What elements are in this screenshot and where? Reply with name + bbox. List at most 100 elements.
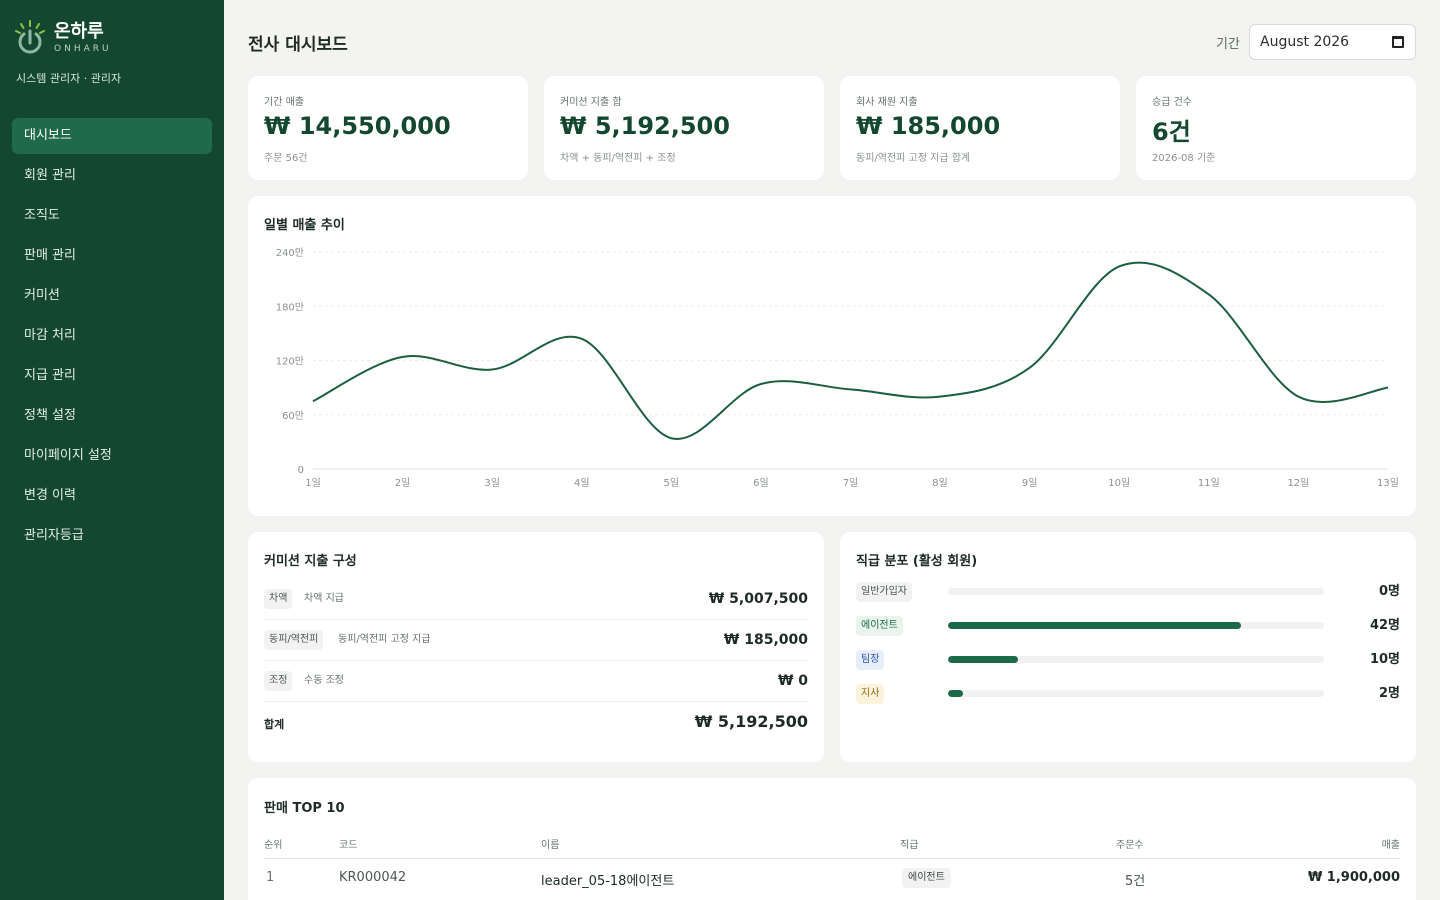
daily-sales-card: 일별 매출 추이 0 60만 120만 180만 240만 1일 2일 3일 4일 5일 6일 7일 8… (248, 196, 1416, 516)
x-tick-label: 5일 (664, 477, 680, 489)
cell-name: leader_05-18에이전트 (541, 874, 675, 889)
data-point[interactable] (310, 398, 316, 404)
kpi-label: 기간 매출 (264, 97, 304, 108)
rank-row: 일반가입자 0명 (856, 580, 1400, 604)
table-divider (264, 858, 1400, 859)
kpi-value: ₩ 14,550,000 (264, 112, 451, 140)
sidebar-item-closing[interactable]: 마감 처리 (24, 328, 76, 343)
y-tick-label: 120만 (276, 356, 304, 368)
col-header-orders[interactable]: 주문수 (1116, 840, 1144, 851)
commission-title: 커미션 지출 구성 (264, 554, 357, 569)
sidebar-item-org-chart[interactable]: 조직도 (24, 208, 60, 223)
data-point[interactable] (668, 435, 674, 441)
sidebar-item-admin-grades[interactable]: 관리자등급 (24, 528, 84, 543)
data-point[interactable] (758, 381, 764, 387)
x-tick-label: 11일 (1198, 477, 1220, 489)
commission-desc: 차액 지급 (304, 593, 344, 604)
kpi-subtext: 동피/역전피 고정 지급 합계 (856, 153, 971, 164)
rank-count: 42명 (1369, 618, 1400, 633)
rank-distribution-card: 직급 분포 (활성 회원) 일반가입자 0명 에이전트 42명 팀장 10명 지사 2명 (840, 532, 1416, 762)
col-header-sales[interactable]: 매출 (1381, 840, 1400, 851)
commission-tag: 차액 (264, 589, 293, 609)
col-header-grade[interactable]: 직급 (900, 840, 919, 851)
col-header-name[interactable]: 이름 (541, 840, 560, 851)
x-tick-label: 3일 (484, 477, 500, 489)
kpi-value: 6건 (1152, 118, 1191, 146)
commission-total-label: 합계 (264, 718, 285, 731)
kpi-label: 회사 재원 지출 (856, 97, 918, 108)
brand-name: 온하루 (54, 20, 104, 42)
x-tick-label: 6일 (753, 477, 769, 489)
col-header-rank[interactable]: 순위 (264, 840, 283, 851)
sidebar-item-dashboard[interactable]: 대시보드 (12, 118, 212, 154)
commission-desc: 동피/역전피 고정 지급 (338, 634, 431, 645)
rank-bar-track (948, 622, 1324, 629)
daily-sales-chart: 0 60만 120만 180만 240만 1일 2일 3일 4일 5일 6일 7일 8일 9일 10일 11일… (276, 247, 1399, 489)
chart-title: 일별 매출 추이 (264, 218, 345, 233)
kpi-card-commission: 커미션 지출 합 ₩ 5,192,500 차액 + 동피/역전피 + 조정 (544, 76, 824, 180)
rank-badge: 일반가입자 (856, 582, 912, 602)
y-tick-label: 60만 (282, 410, 304, 422)
rank-bar-fill (948, 656, 1018, 663)
x-tick-label: 10일 (1108, 477, 1130, 489)
data-point[interactable] (579, 336, 585, 342)
commission-tag: 조정 (264, 671, 293, 691)
brand-subtitle: ONHARU (54, 43, 112, 54)
period-month-input[interactable]: August 2026 (1249, 24, 1416, 60)
calendar-icon[interactable] (1392, 36, 1404, 48)
rank-distribution-title: 직급 분포 (활성 회원) (856, 554, 978, 569)
data-point[interactable] (1027, 365, 1033, 371)
cell-code: KR000042 (339, 870, 407, 885)
rank-row: 에이전트 42명 (856, 614, 1400, 638)
rank-count: 0명 (1378, 584, 1400, 599)
kpi-subtext: 주문 56건 (264, 153, 308, 164)
page-title: 전사 대시보드 (248, 35, 348, 55)
sidebar-item-policy[interactable]: 정책 설정 (24, 408, 76, 423)
rank-row: 팀장 10명 (856, 648, 1400, 672)
col-header-code[interactable]: 코드 (339, 840, 358, 851)
kpi-card-promotions: 승급 건수 6건 2026-08 기준 (1136, 76, 1416, 180)
kpi-label: 커미션 지출 합 (560, 97, 622, 108)
commission-amount: ₩ 5,007,500 (708, 591, 808, 607)
data-point[interactable] (1206, 291, 1212, 297)
x-tick-label: 7일 (843, 477, 859, 489)
kpi-subtext: 2026-08 기준 (1152, 153, 1216, 164)
top10-title: 판매 TOP 10 (264, 801, 345, 816)
x-tick-label: 4일 (574, 477, 590, 489)
rank-count: 10명 (1369, 652, 1400, 667)
rank-bar-track (948, 588, 1324, 595)
data-point[interactable] (1295, 394, 1301, 400)
period-label: 기간 (1216, 37, 1240, 52)
rank-bar-track (948, 690, 1324, 697)
commission-amount: ₩ 185,000 (723, 632, 808, 648)
kpi-value: ₩ 5,192,500 (560, 112, 730, 140)
cell-orders: 5건 (1125, 874, 1146, 889)
x-tick-label: 1일 (305, 477, 321, 489)
data-point[interactable] (400, 354, 406, 360)
power-icon (14, 18, 46, 56)
commission-tag: 동피/역전피 (264, 630, 324, 650)
cell-grade-badge: 에이전트 (902, 868, 951, 888)
data-point[interactable] (848, 386, 854, 392)
data-point[interactable] (937, 394, 943, 400)
sidebar-item-change-history[interactable]: 변경 이력 (24, 488, 76, 503)
sidebar-item-payouts[interactable]: 지급 관리 (24, 368, 76, 383)
cell-rank: 1 (266, 870, 275, 885)
sidebar-item-mypage-settings[interactable]: 마이페이지 설정 (24, 448, 112, 463)
sidebar-item-commission[interactable]: 커미션 (24, 288, 60, 303)
x-tick-label: 2일 (395, 477, 411, 489)
commission-row: 조정 수동 조정 ₩ 0 (264, 661, 808, 702)
rank-bar-fill (948, 690, 964, 697)
rank-count: 2명 (1378, 686, 1400, 701)
rank-badge: 팀장 (856, 650, 885, 670)
sidebar-item-sales[interactable]: 판매 관리 (24, 248, 76, 263)
data-point[interactable] (489, 367, 495, 373)
brand[interactable]: 온하루 ONHARU (14, 18, 112, 56)
rank-bar-fill (948, 622, 1242, 629)
kpi-card-company-expense: 회사 재원 지출 ₩ 185,000 동피/역전피 고정 지급 합계 (840, 76, 1120, 180)
sidebar-item-members[interactable]: 회원 관리 (24, 168, 76, 183)
rank-badge: 에이전트 (856, 616, 903, 636)
data-point[interactable] (1385, 385, 1391, 391)
data-point[interactable] (1116, 263, 1122, 269)
x-tick-label: 9일 (1022, 477, 1038, 489)
